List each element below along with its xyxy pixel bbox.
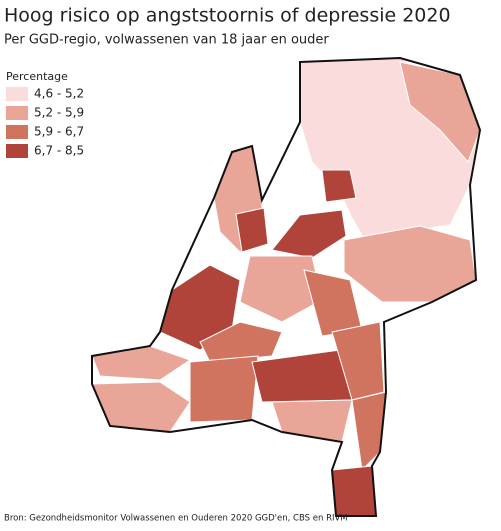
source: Bron: Gezondheidsmonitor Volwassenen en … (4, 514, 348, 524)
region (199, 321, 283, 363)
region (271, 399, 353, 443)
region (91, 381, 191, 433)
legend-label: 6,7 - 8,5 (34, 144, 84, 158)
legend-title: Percentage (6, 70, 68, 83)
region (251, 349, 353, 403)
legend-swatch (6, 106, 28, 120)
region (239, 255, 323, 323)
region (189, 355, 259, 423)
legend-label: 5,9 - 6,7 (34, 125, 84, 139)
region (321, 169, 357, 203)
legend-swatch (6, 144, 28, 158)
legend-label: 5,2 - 5,9 (34, 106, 84, 120)
region (271, 209, 347, 259)
title: Hoog risico op angststoornis of depressi… (4, 5, 451, 27)
region (331, 465, 377, 517)
legend-swatch (6, 87, 28, 101)
legend-label: 4,6 - 5,2 (34, 87, 84, 101)
region (91, 345, 192, 381)
country-outline (91, 56, 482, 517)
legend-swatch (6, 125, 28, 139)
subtitle: Per GGD-regio, volwassenen van 18 jaar e… (4, 33, 329, 48)
map (91, 56, 482, 517)
legend: 4,6 - 5,2 5,2 - 5,9 5,9 - 6,7 6,7 - 8,5 (6, 87, 84, 158)
region (351, 391, 387, 472)
region (235, 207, 269, 253)
